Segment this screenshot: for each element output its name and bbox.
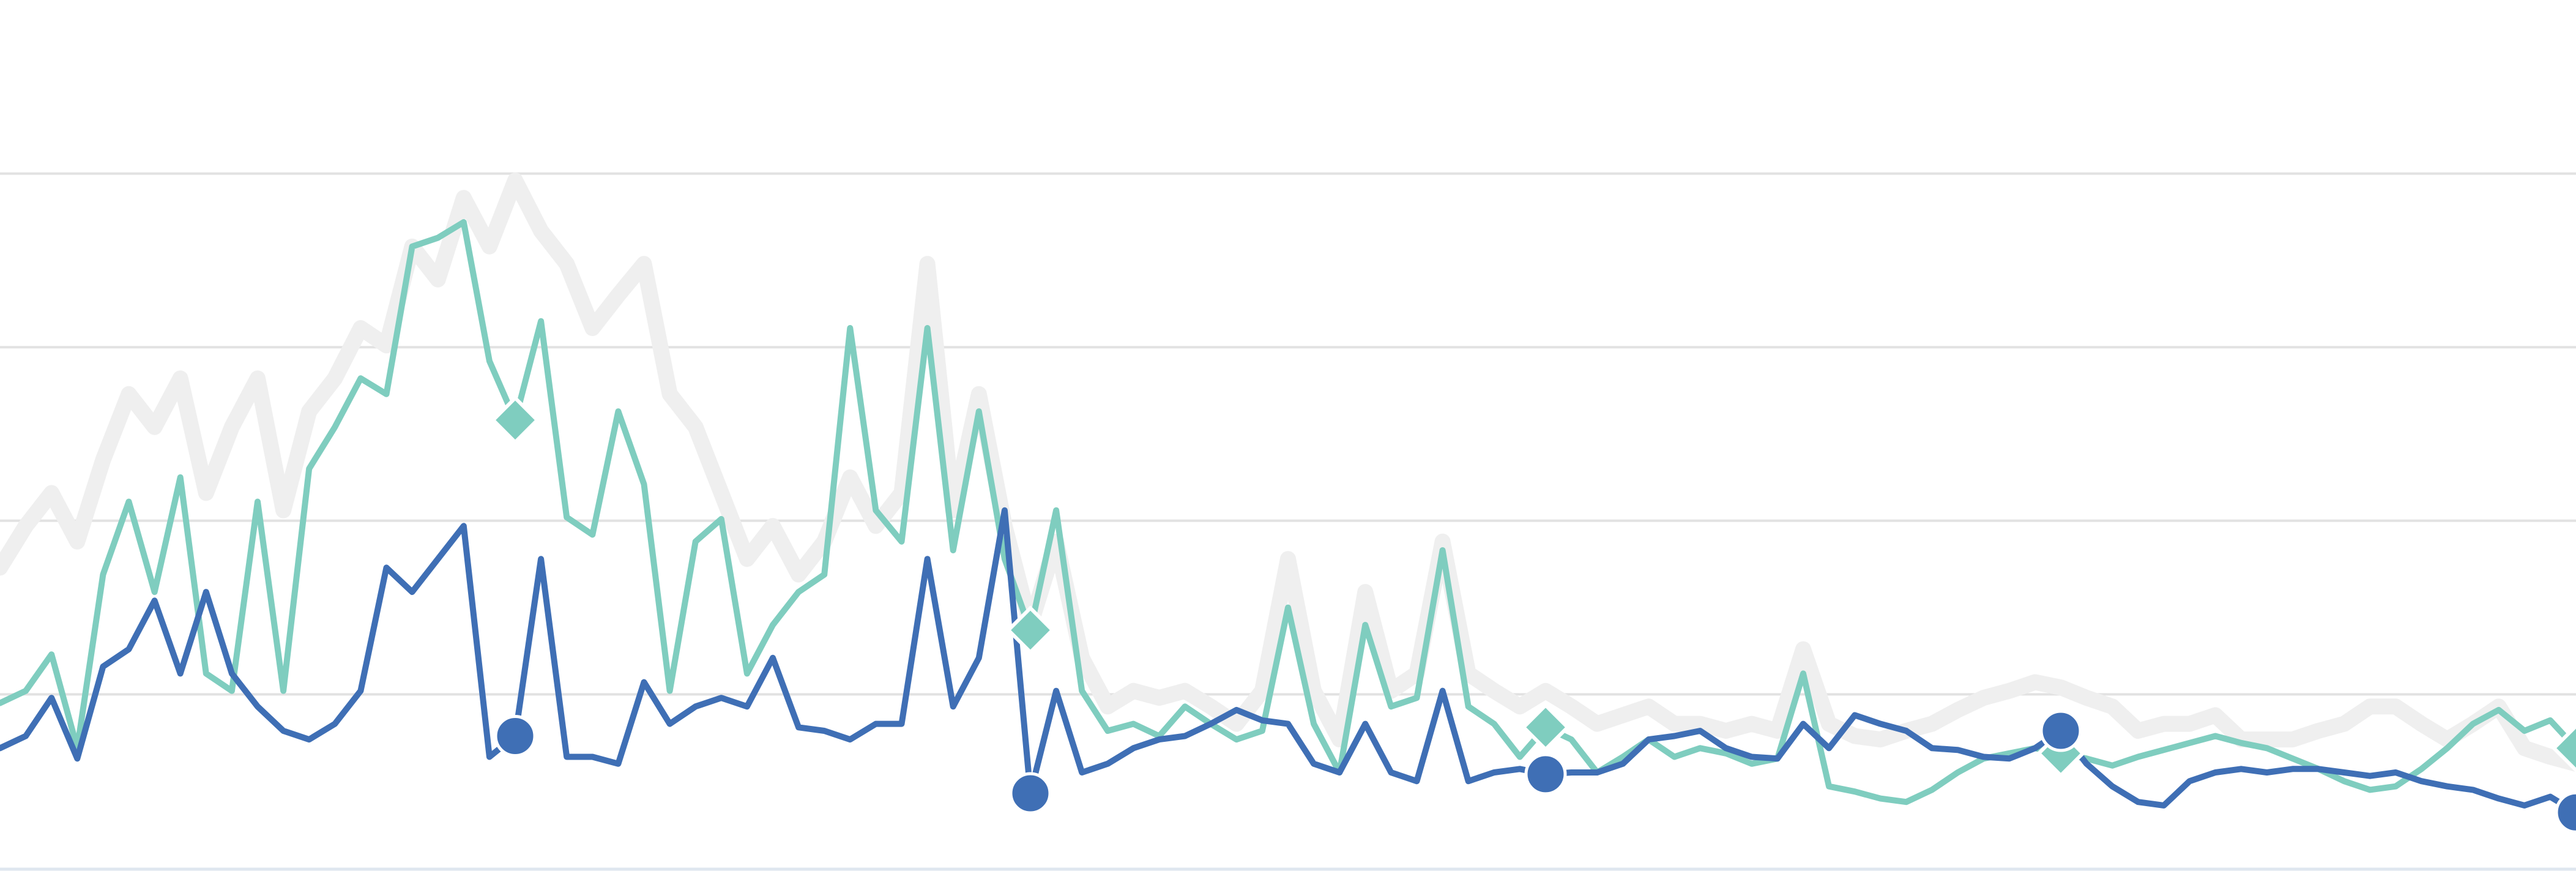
series-line — [0, 172, 2576, 772]
series-line — [0, 219, 2576, 806]
point-marker — [490, 395, 540, 445]
point-marker — [2555, 791, 2576, 834]
series-line — [0, 507, 2576, 816]
point-marker — [1005, 605, 1055, 655]
point-marker — [2039, 709, 2082, 752]
point-marker — [2551, 723, 2576, 773]
point-marker — [1521, 703, 1571, 752]
point-marker — [1009, 772, 1052, 815]
point-marker — [2036, 728, 2086, 779]
point-marker — [1524, 753, 1567, 796]
point-marker — [494, 714, 537, 757]
